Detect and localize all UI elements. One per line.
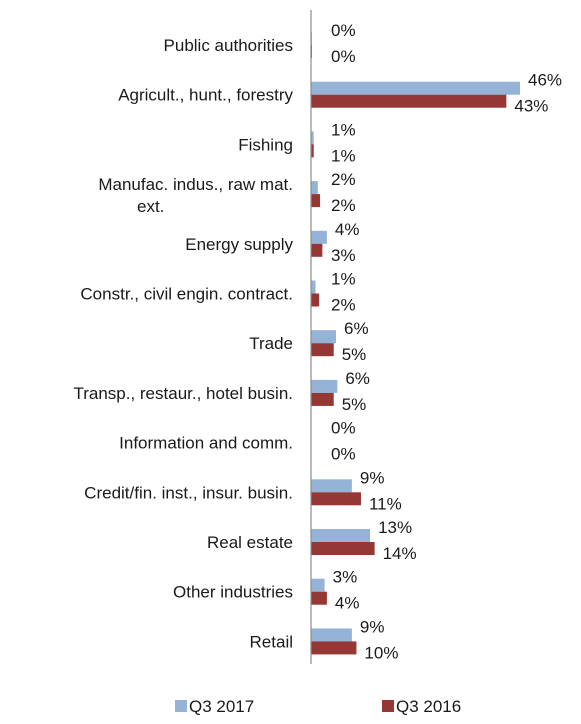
- value-label-q3-2016-transp-restaur-hotel-busin: 5%: [342, 395, 367, 414]
- bar-q3-2016-transp-restaur-hotel-busin: [311, 392, 334, 406]
- value-labels: 0%0%46%43%1%1%2%2%4%3%1%2%6%5%6%5%0%0%9%…: [331, 21, 562, 662]
- bar-q3-2016-fishing: [311, 144, 314, 158]
- legend-label-q3-2017: Q3 2017: [189, 697, 254, 716]
- value-label-q3-2017-constr-civil-engin-contract: 1%: [331, 270, 356, 289]
- bar-q3-2016-other-industries: [311, 591, 327, 605]
- value-label-q3-2017-manufac-indus-raw-mat-ext: 2%: [331, 170, 356, 189]
- bar-q3-2016-retail: [311, 641, 357, 655]
- bar-q3-2017-credit-fin-inst-insur-busin: [311, 479, 352, 493]
- category-label-agricult-hunt-forestry: Agricult., hunt., forestry: [118, 86, 293, 105]
- value-label-q3-2017-credit-fin-inst-insur-busin: 9%: [360, 468, 385, 487]
- bar-q3-2017-manufac-indus-raw-mat-ext: [311, 181, 318, 195]
- bar-q3-2016-credit-fin-inst-insur-busin: [311, 492, 361, 506]
- legend-label-q3-2016: Q3 2016: [396, 697, 461, 716]
- category-labels: Public authorities Agricult., hunt., fore…: [73, 36, 293, 651]
- category-label-credit-fin-inst-insur-busin: Credit/fin. inst., insur. busin.: [84, 483, 293, 502]
- value-label-q3-2017-fishing: 1%: [331, 120, 356, 139]
- category-label-manufac-indus-raw-mat-ext: Manufac. indus., raw mat. ext.: [98, 175, 293, 216]
- value-label-q3-2016-public-authorities: 0%: [331, 47, 356, 66]
- bar-q3-2016-agricult-hunt-forestry: [311, 94, 507, 108]
- value-label-q3-2016-retail: 10%: [364, 643, 398, 662]
- value-label-q3-2016-agricult-hunt-forestry: 43%: [514, 97, 548, 116]
- category-label-constr-civil-engin-contract: Constr., civil engin. contract.: [80, 285, 293, 304]
- bar-q3-2017-real-estate: [311, 529, 371, 542]
- category-label-public-authorities: Public authorities: [164, 36, 293, 55]
- value-label-q3-2016-information-and-comm: 0%: [331, 445, 356, 464]
- value-label-q3-2016-fishing: 1%: [331, 146, 356, 165]
- legend-swatch-q3-2017: [175, 700, 187, 712]
- value-label-q3-2017-trade: 6%: [344, 319, 369, 338]
- bar-q3-2016-real-estate: [311, 542, 375, 555]
- value-label-q3-2017-retail: 9%: [360, 617, 385, 636]
- value-label-q3-2017-agricult-hunt-forestry: 46%: [528, 71, 562, 90]
- bar-q3-2017-retail: [311, 628, 352, 642]
- value-label-q3-2017-real-estate: 13%: [378, 518, 412, 537]
- legend: Q3 2017 Q3 2016: [175, 697, 461, 716]
- category-label-energy-supply: Energy supply: [185, 235, 293, 254]
- bar-q3-2017-agricult-hunt-forestry: [311, 81, 520, 95]
- bars: [311, 32, 520, 655]
- value-label-q3-2016-energy-supply: 3%: [331, 246, 356, 265]
- legend-swatch-q3-2016: [382, 700, 394, 712]
- value-label-q3-2017-other-industries: 3%: [333, 568, 358, 587]
- value-label-q3-2016-real-estate: 14%: [383, 544, 417, 563]
- value-label-q3-2016-constr-civil-engin-contract: 2%: [331, 296, 356, 315]
- value-label-q3-2017-public-authorities: 0%: [331, 21, 356, 40]
- value-label-q3-2016-credit-fin-inst-insur-busin: 11%: [369, 494, 402, 513]
- value-label-q3-2016-trade: 5%: [342, 345, 367, 364]
- category-label-fishing: Fishing: [238, 135, 293, 154]
- category-label-other-industries: Other industries: [173, 583, 293, 602]
- value-label-q3-2017-transp-restaur-hotel-busin: 6%: [345, 369, 370, 388]
- value-label-q3-2017-information-and-comm: 0%: [331, 419, 356, 438]
- bar-q3-2017-fishing: [311, 131, 314, 145]
- bar-q3-2017-constr-civil-engin-contract: [311, 280, 316, 294]
- bar-q3-2016-trade: [311, 343, 334, 357]
- value-label-q3-2017-energy-supply: 4%: [335, 220, 360, 239]
- category-label-real-estate: Real estate: [207, 533, 293, 552]
- bar-q3-2017-trade: [311, 330, 336, 344]
- bar-q3-2017-energy-supply: [311, 230, 327, 244]
- value-label-q3-2016-other-industries: 4%: [335, 594, 360, 613]
- bar-q3-2017-other-industries: [311, 578, 325, 592]
- value-label-q3-2016-manufac-indus-raw-mat-ext: 2%: [331, 196, 356, 215]
- category-label-information-and-comm: Information and comm.: [119, 434, 293, 453]
- category-label-trade: Trade: [249, 334, 293, 353]
- bar-q3-2016-manufac-indus-raw-mat-ext: [311, 194, 321, 208]
- category-label-retail: Retail: [250, 632, 293, 651]
- category-label-transp-restaur-hotel-busin: Transp., restaur., hotel busin.: [73, 384, 293, 403]
- bar-q3-2017-transp-restaur-hotel-busin: [311, 379, 338, 393]
- bar-q3-2016-constr-civil-engin-contract: [311, 293, 320, 307]
- bar-q3-2016-energy-supply: [311, 243, 323, 257]
